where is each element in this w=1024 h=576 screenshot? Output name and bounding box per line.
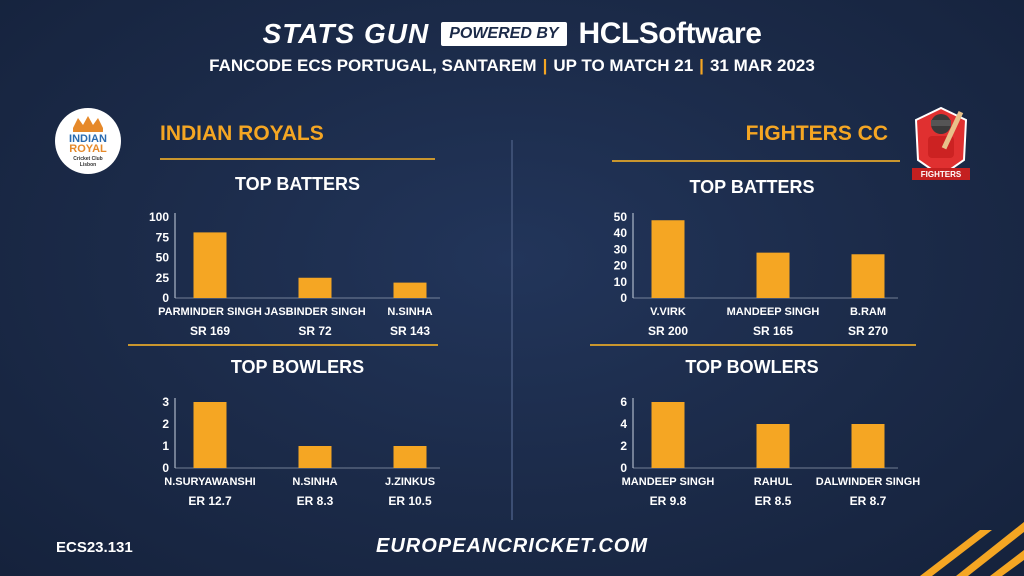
bar [851,424,885,468]
bar-sublabel: SR 165 [753,324,793,338]
y-tick-label: 100 [149,210,169,224]
logo-line-1: INDIAN [69,133,107,145]
indian-royals-bowlers-chart: 0 1 2 3 N.SURYAWANSHI ER 12.7 N.SINHA ER 8.3 J.Z… [162,395,440,508]
bar [756,252,790,298]
bar [193,402,227,468]
indian-royals-batters-chart: 0 25 50 75 100 PARMINDER SINGH SR 169 JASBINDER… [149,210,440,338]
website-url: EUROPEANCRICKET.COM [376,535,648,557]
y-tick-label: 0 [620,291,627,305]
bar-sublabel: ER 8.5 [755,494,792,508]
y-tick-label: 2 [620,439,627,453]
bar [298,277,332,298]
x-category-label: MANDEEP SINGH [727,306,820,318]
x-category-label: J.ZINKUS [385,476,435,488]
match-scope: UP TO MATCH 21 [553,56,694,75]
right-team-underline [612,160,900,162]
bar [298,446,332,468]
y-tick-label: 50 [614,210,628,224]
subtitle: FANCODE ECS PORTUGAL, SANTAREM | UP TO MAT… [209,56,815,75]
x-category-label: PARMINDER SINGH [158,306,262,318]
right-divider [590,344,916,346]
fighters-bowlers-chart: 0 2 4 6 MANDEEP SINGH ER 9.8 RAHUL ER 8.5 DALWIN… [620,395,920,508]
bar [193,232,227,298]
crown-icon [73,116,103,132]
bar-sublabel: SR 72 [298,324,332,338]
bar-sublabel: ER 8.7 [850,494,887,508]
logo-line-3: Cricket Club [73,156,103,162]
y-tick-label: 1 [162,439,169,453]
event-name: FANCODE ECS PORTUGAL, SANTAREM [209,56,537,75]
y-tick-label: 2 [162,417,169,431]
y-tick-label: 20 [614,259,628,273]
bar [651,220,685,298]
y-tick-label: 0 [620,461,627,475]
fighter-batsman-icon [912,106,970,180]
bar-sublabel: SR 270 [848,324,888,338]
x-category-label: N.SURYAWANSHI [164,476,255,488]
y-tick-label: 0 [162,461,169,475]
y-tick-label: 4 [620,417,627,431]
right-batters-title: TOP BATTERS [689,177,815,197]
brand-title: STATS GUN [262,18,430,49]
powered-by-badge: POWERED BY [441,22,567,46]
x-category-label: N.SINHA [292,476,337,488]
bar [393,446,427,468]
left-team-name: INDIAN ROYALS [160,122,324,145]
x-category-label: V.VIRK [650,306,686,318]
y-tick-label: 30 [614,242,628,256]
graphic-code: ECS23.131 [56,539,133,556]
fighters-batters-chart: 0 10 20 30 40 50 V.VIRK SR 200 MANDEEP SINGH SR 1… [614,210,898,338]
y-tick-label: 10 [614,275,628,289]
x-category-label: RAHUL [754,476,793,488]
x-category-label: MANDEEP SINGH [622,476,715,488]
bar-sublabel: SR 143 [390,324,430,338]
center-divider [511,140,513,520]
fighters-logo-text: FIGHTERS [920,170,962,179]
x-category-label: DALWINDER SINGH [816,476,921,488]
left-bowlers-title: TOP BOWLERS [230,357,365,377]
y-tick-label: 0 [162,291,169,305]
bar [651,402,685,468]
sponsor-logo: HCLSoftware [578,17,762,50]
x-category-label: B.RAM [850,306,886,318]
header-brand: STATS GUN POWERED BY HCLSoftware [0,14,1024,54]
y-tick-label: 3 [162,395,169,409]
bar-sublabel: SR 169 [190,324,230,338]
bar-sublabel: ER 12.7 [188,494,232,508]
decorative-stripes [920,522,1024,576]
bar-sublabel: ER 10.5 [388,494,432,508]
y-tick-label: 50 [156,251,170,265]
right-team-name: FIGHTERS CC [745,122,888,145]
y-tick-label: 40 [614,226,628,240]
y-tick-label: 6 [620,395,627,409]
x-category-label: JASBINDER SINGH [264,306,366,318]
right-bowlers-title: TOP BOWLERS [685,357,819,377]
report-date: 31 MAR 2023 [709,56,815,75]
y-tick-label: 75 [156,230,170,244]
logo-line-4: Lisbon [79,162,97,168]
bar [851,254,885,298]
left-divider [128,344,438,346]
bar-sublabel: ER 8.3 [297,494,334,508]
bar [756,424,790,468]
bar [393,282,427,298]
fighters-logo: FIGHTERS [906,100,976,186]
left-batters-title: TOP BATTERS [234,174,360,194]
bar-sublabel: ER 9.8 [650,494,687,508]
indian-royals-logo: INDIAN ROYAL Cricket Club Lisbon [55,108,121,174]
bar-sublabel: SR 200 [648,324,688,338]
logo-line-2: ROYAL [69,143,107,155]
left-team-underline [160,158,435,160]
y-tick-label: 25 [156,271,170,285]
x-category-label: N.SINHA [387,306,432,318]
